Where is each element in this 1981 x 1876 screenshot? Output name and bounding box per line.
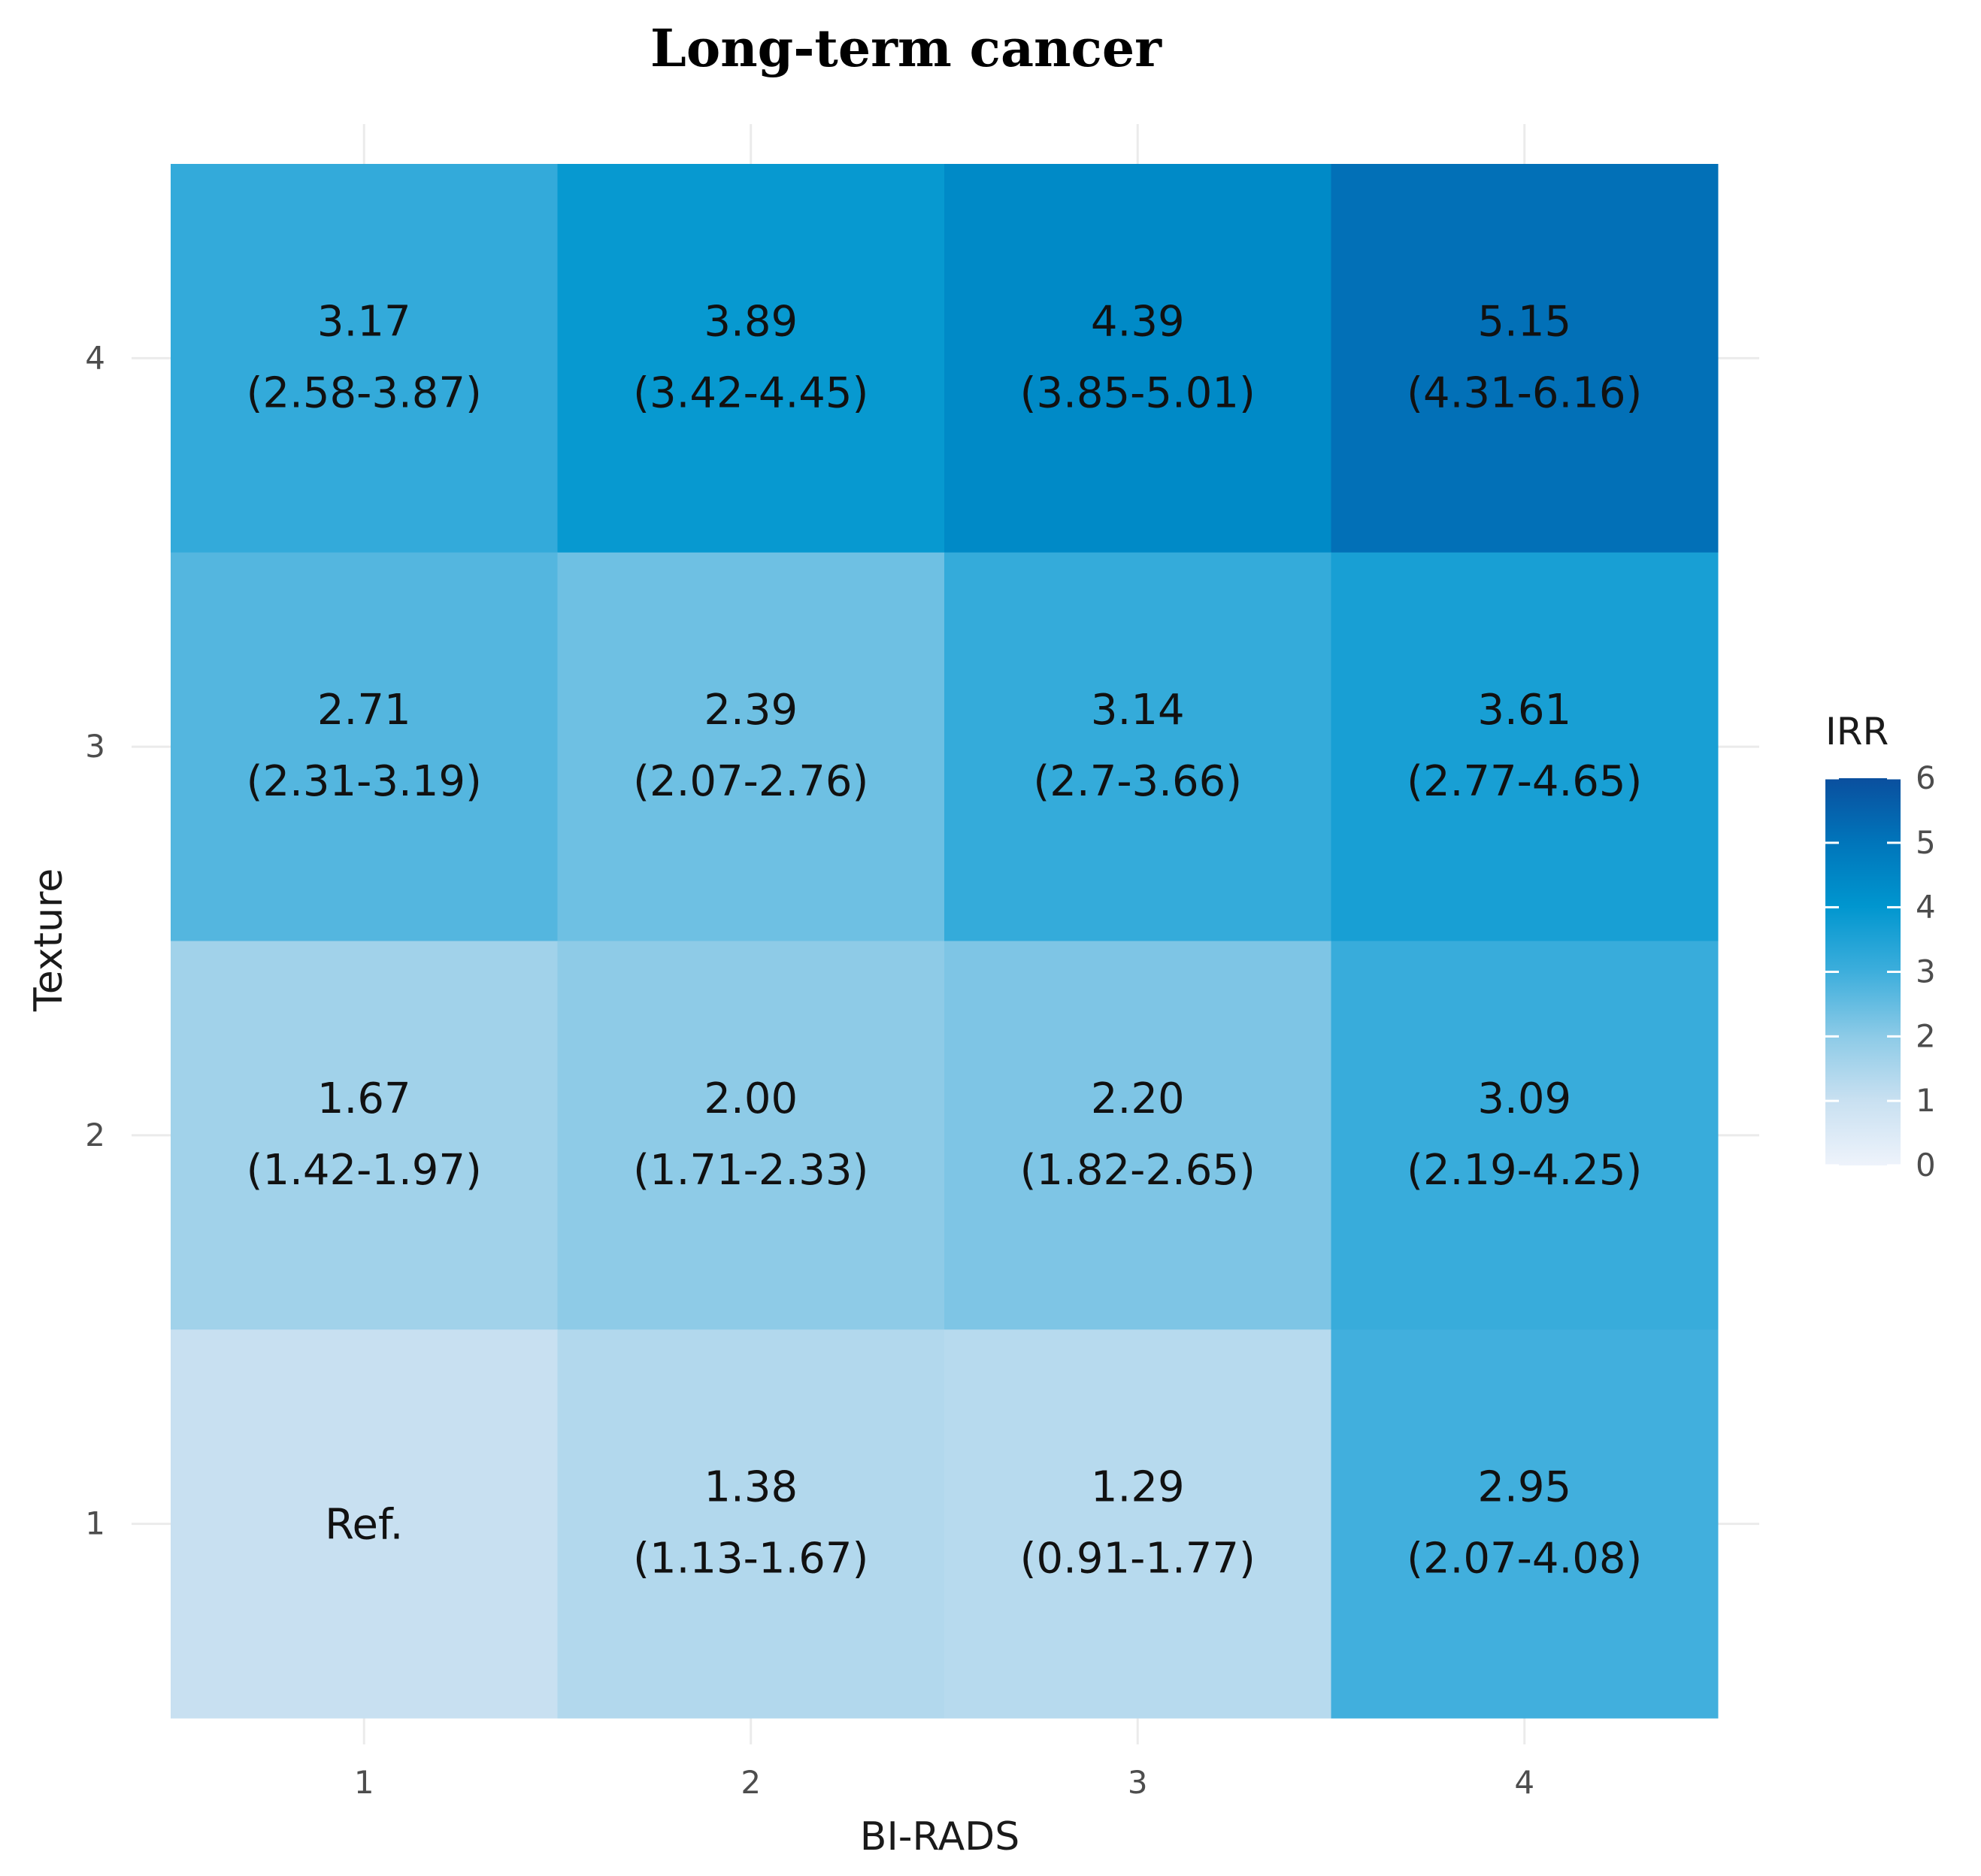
cell-value-label: 4.39: [1091, 297, 1185, 346]
heatmap-cell-birads-3-texture-2: [944, 941, 1331, 1330]
cell-ci-label: (2.31-3.19): [247, 757, 482, 806]
cell-value-label: 1.38: [704, 1463, 798, 1512]
cell-ci-label: (2.58-3.87): [247, 368, 482, 417]
cell-ci-label: (0.91-1.77): [1020, 1535, 1256, 1584]
heatmap-cell-birads-2-texture-1: [557, 1329, 945, 1719]
cell-ci-label: (1.71-2.33): [633, 1146, 868, 1195]
y-axis-ticks: 1 2 3 4: [85, 339, 105, 1541]
legend: IRR 0 1 2 3 4 5 6: [1825, 710, 1936, 1183]
legend-tick-label: 0: [1916, 1147, 1936, 1183]
cell-value-label: 2.71: [317, 686, 411, 735]
x-tick-label: 1: [354, 1764, 374, 1801]
cell-ci-label: (1.82-2.65): [1020, 1146, 1256, 1195]
heatmap-cell-birads-2-texture-3: [557, 552, 945, 941]
legend-tick-label: 3: [1916, 953, 1936, 990]
cell-value-label: 3.14: [1091, 686, 1185, 735]
cell-ci-label: (3.85-5.01): [1020, 368, 1256, 417]
cell-value-label: 1.67: [317, 1074, 411, 1123]
heatmap-cell-birads-4-texture-1: [1331, 1329, 1719, 1719]
heatmap-cell-birads-2-texture-4: [557, 164, 945, 553]
cell-value-label: 5.15: [1477, 297, 1571, 346]
heatmap-cell-birads-4-texture-3: [1331, 552, 1719, 941]
legend-title: IRR: [1825, 710, 1889, 753]
y-tick-label: 1: [85, 1505, 105, 1542]
legend-tick-label: 1: [1916, 1082, 1936, 1119]
heatmap-cells: [171, 164, 1719, 1719]
x-tick-label: 2: [741, 1764, 761, 1801]
y-tick-label: 2: [85, 1117, 105, 1153]
cell-value-label: 3.17: [317, 297, 411, 346]
heatmap-cell-birads-4-texture-2: [1331, 941, 1719, 1330]
heatmap-cell-birads-3-texture-1: [944, 1329, 1331, 1719]
cell-value-label: 3.61: [1477, 686, 1571, 735]
cell-labels: 3.17 (2.58-3.87) 3.89 (3.42-4.45) 4.39 (3.85-…: [247, 297, 1643, 1583]
cell-ci-label: (2.7-3.66): [1033, 757, 1242, 806]
cell-ci-label: (1.42-1.97): [247, 1146, 482, 1195]
heatmap-cell-birads-3-texture-4: [944, 164, 1331, 553]
cell-value-label: 2.39: [704, 686, 798, 735]
cell-ci-label: (2.19-4.25): [1407, 1146, 1642, 1195]
x-axis-label: BI-RADS: [860, 1814, 1019, 1859]
heatmap-cell-birads-2-texture-2: [557, 941, 945, 1330]
x-tick-label: 3: [1128, 1764, 1148, 1801]
x-axis-ticks: 1 2 3 4: [354, 1764, 1534, 1801]
cell-ci-label: (1.13-1.67): [633, 1535, 868, 1584]
cell-value-label: 2.20: [1091, 1074, 1185, 1123]
legend-tick-label: 5: [1916, 824, 1936, 861]
heatmap-cell-birads-1-texture-4: [171, 164, 558, 553]
heatmap-cell-birads-1-texture-2: [171, 941, 558, 1330]
cell-value-label: 1.29: [1091, 1463, 1185, 1512]
heatmap-cell-birads-3-texture-3: [944, 552, 1331, 941]
cell-value-label: 3.09: [1477, 1074, 1571, 1123]
cell-ci-label: (4.31-6.16): [1407, 368, 1642, 417]
chart-title: Long-term cancer: [650, 19, 1162, 79]
cell-ci-label: (2.07-4.08): [1407, 1535, 1642, 1584]
cell-ci-label: (2.77-4.65): [1407, 757, 1642, 806]
cell-ci-label: (2.07-2.76): [633, 757, 868, 806]
heatmap-cell-birads-1-texture-1: [171, 1329, 558, 1719]
x-tick-label: 4: [1514, 1764, 1534, 1801]
y-tick-label: 4: [85, 339, 105, 376]
heatmap-cell-birads-1-texture-3: [171, 552, 558, 941]
cell-reference-label: Ref.: [325, 1501, 403, 1550]
y-tick-label: 3: [85, 728, 105, 765]
cell-value-label: 2.00: [704, 1074, 798, 1123]
heatmap-cell-birads-4-texture-4: [1331, 164, 1719, 553]
legend-tick-label: 6: [1916, 759, 1936, 796]
legend-tick-label: 4: [1916, 889, 1936, 926]
cell-value-label: 2.95: [1477, 1463, 1571, 1512]
y-axis-label: Texture: [26, 868, 71, 1012]
legend-tick-label: 2: [1916, 1017, 1936, 1054]
legend-ticks: 0 1 2 3 4 5 6: [1825, 759, 1936, 1183]
cell-value-label: 3.89: [704, 297, 798, 346]
cell-ci-label: (3.42-4.45): [633, 368, 868, 417]
